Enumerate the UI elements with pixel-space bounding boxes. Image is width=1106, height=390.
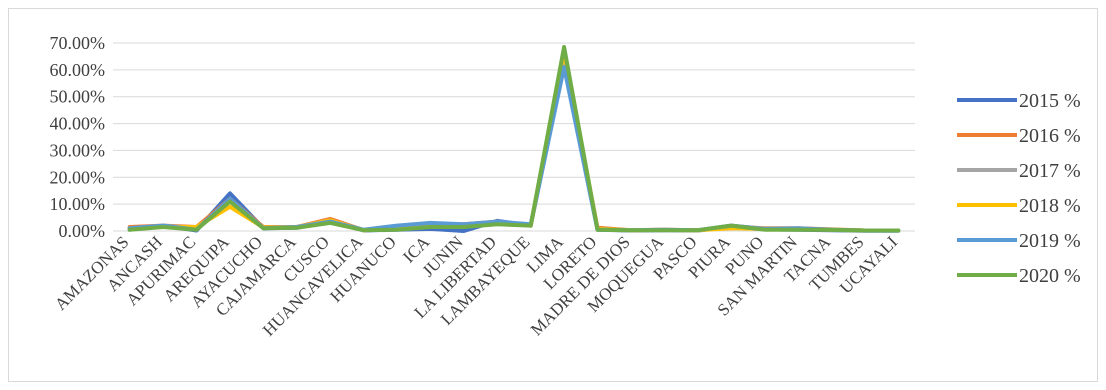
- y-tick-label: 20.00%: [50, 167, 106, 187]
- chart-frame: 0.00% 10.00% 20.00% 30.00% 40.00% 50.00% 60.00…: [8, 8, 1098, 382]
- x-axis-tick-labels: AMAZONASANCASHAPURIMACAREQUIPAAYACUCHOCA…: [51, 232, 901, 340]
- legend-label: 2020 %: [1019, 265, 1081, 287]
- series-lines: [127, 45, 901, 233]
- legend: 2015 % 2016 % 2017 % 2018 % 2019 % 2020 %: [957, 90, 1081, 287]
- y-axis-tick-labels: 0.00% 10.00% 20.00% 30.00% 40.00% 50.00% 60.00…: [50, 33, 106, 241]
- series-line: [127, 65, 901, 233]
- y-tick-label: 30.00%: [50, 140, 106, 160]
- y-tick-label: 60.00%: [50, 60, 106, 80]
- grid-lines: [113, 42, 915, 232]
- legend-label: 2018 %: [1019, 195, 1081, 217]
- y-tick-label: 40.00%: [50, 114, 106, 134]
- y-tick-label: 70.00%: [50, 33, 106, 53]
- series-line: [127, 45, 901, 233]
- series-line: [127, 62, 901, 233]
- legend-label: 2015 %: [1019, 90, 1081, 112]
- series-line: [127, 49, 901, 233]
- legend-label: 2019 %: [1019, 230, 1081, 252]
- line-chart: 0.00% 10.00% 20.00% 30.00% 40.00% 50.00% 60.00…: [50, 33, 1081, 340]
- legend-label: 2017 %: [1019, 160, 1081, 182]
- y-tick-label: 50.00%: [50, 87, 106, 107]
- y-tick-label: 0.00%: [59, 221, 106, 241]
- legend-label: 2016 %: [1019, 125, 1081, 147]
- y-tick-label: 10.00%: [50, 194, 106, 214]
